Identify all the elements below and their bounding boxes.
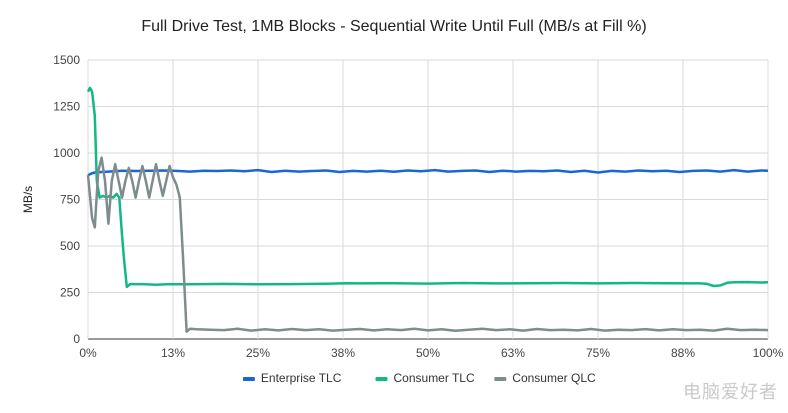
- y-tick-label: 1500: [53, 53, 80, 67]
- x-tick-label: 75%: [586, 346, 610, 360]
- legend-swatch: [494, 377, 507, 381]
- legend-label: Consumer TLC: [394, 371, 475, 385]
- y-tick-label: 500: [60, 239, 80, 253]
- x-tick-label: 0%: [79, 346, 97, 360]
- x-tick-label: 88%: [671, 346, 695, 360]
- legend-swatch: [375, 377, 388, 381]
- x-tick-label: 13%: [161, 346, 185, 360]
- y-tick-label: 1250: [53, 100, 80, 114]
- watermark-logo: 电脑爱好者: [683, 382, 778, 403]
- chart-title: Full Drive Test, 1MB Blocks - Sequential…: [141, 18, 647, 35]
- legend-swatch: [242, 377, 255, 381]
- x-tick-label: 63%: [501, 346, 525, 360]
- y-tick-label: 0: [73, 332, 80, 346]
- x-tick-label: 100%: [753, 346, 784, 360]
- x-tick-label: 38%: [331, 346, 355, 360]
- legend-label: Enterprise TLC: [261, 371, 342, 385]
- series-line-enterprise-tlc: [87, 168, 769, 177]
- series-line-consumer-qlc: [86, 156, 769, 333]
- x-tick-label: 25%: [246, 346, 270, 360]
- y-tick-label: 250: [60, 286, 80, 300]
- y-tick-label: 750: [60, 193, 80, 207]
- y-axis-title: MB/s: [21, 186, 35, 213]
- legend-label: Consumer QLC: [512, 371, 596, 385]
- y-tick-label: 1000: [53, 146, 80, 160]
- x-tick-label: 50%: [416, 346, 440, 360]
